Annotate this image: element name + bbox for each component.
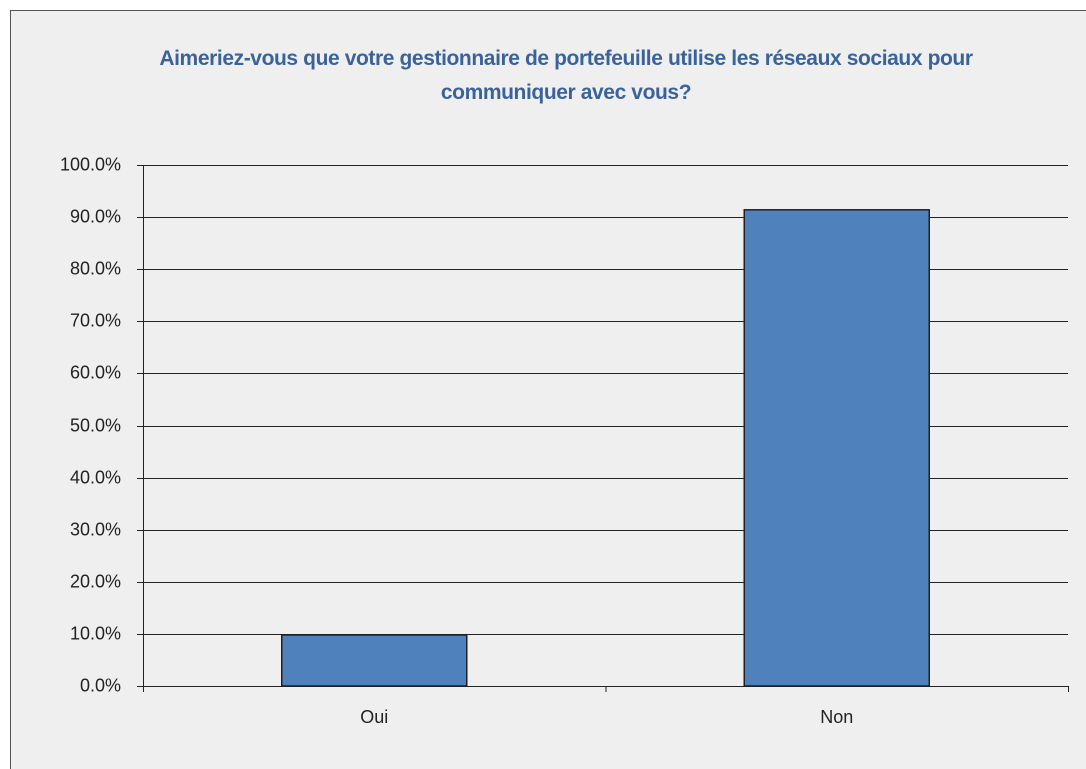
chart-title: Aimeriez-vous que votre gestionnaire de … (159, 47, 973, 104)
bar (743, 209, 930, 687)
y-tick-label: 0.0% (80, 675, 121, 695)
bar (281, 634, 468, 687)
y-tick-label: 100.0% (60, 154, 121, 174)
y-tick-label: 30.0% (70, 519, 121, 539)
y-tick-label: 90.0% (70, 206, 121, 226)
y-tick-label: 50.0% (70, 415, 121, 435)
y-tick-label: 70.0% (70, 310, 121, 330)
x-tick-label: Oui (360, 707, 388, 727)
y-tick-label: 60.0% (70, 362, 121, 382)
y-tick-label: 20.0% (70, 571, 121, 591)
y-tick-label: 80.0% (70, 258, 121, 278)
y-tick-label: 10.0% (70, 623, 121, 643)
x-tick-label: Non (820, 707, 853, 727)
y-tick-label: 40.0% (70, 467, 121, 487)
